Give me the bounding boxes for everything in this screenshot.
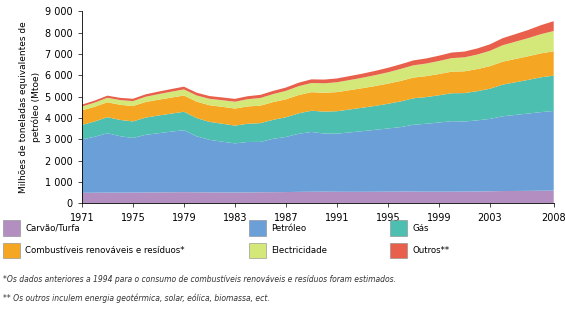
Text: Carvão/Turfa: Carvão/Turfa (25, 224, 80, 233)
Text: Gás: Gás (412, 224, 429, 233)
Text: ** Os outros inculem energia geotérmica, solar, eólica, biomassa, ect.: ** Os outros inculem energia geotérmica,… (3, 294, 270, 303)
Text: Electricidade: Electricidade (271, 246, 327, 255)
Text: Petróleo: Petróleo (271, 224, 306, 233)
Text: Combustíveis renováveis e resíduos*: Combustíveis renováveis e resíduos* (25, 246, 185, 255)
Y-axis label: Milhões de toneladas equivalentes de
petróleo (Mtoe): Milhões de toneladas equivalentes de pet… (19, 22, 41, 193)
Text: Outros**: Outros** (412, 246, 450, 255)
Text: *Os dados anteriores a 1994 para o consumo de combustíveis renováveis e resíduos: *Os dados anteriores a 1994 para o consu… (3, 275, 396, 284)
